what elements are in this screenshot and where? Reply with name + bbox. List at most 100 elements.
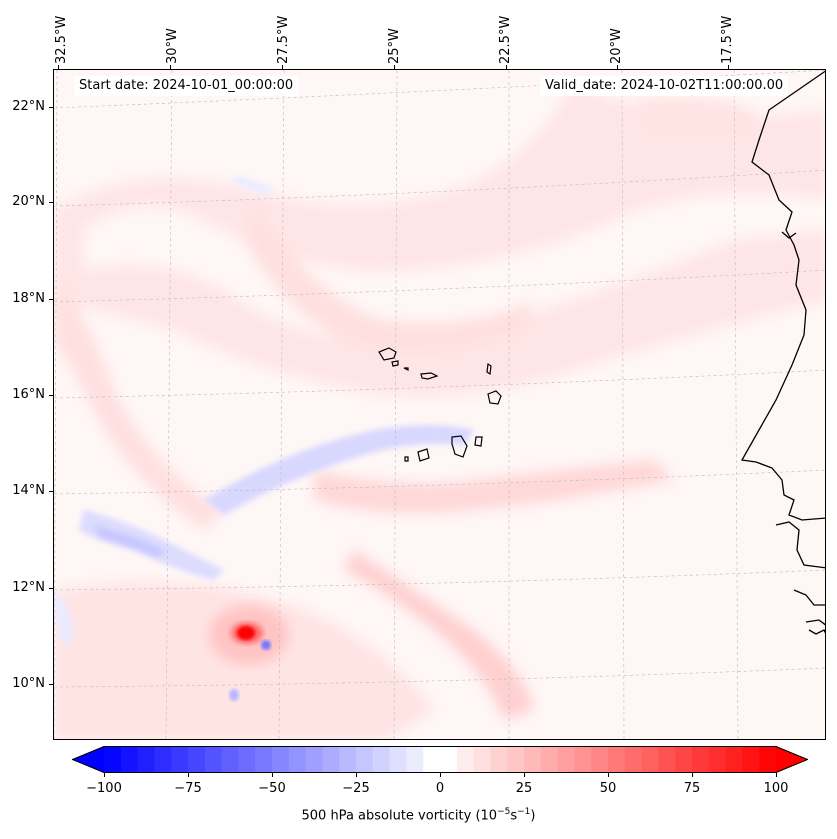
start-date-label: Start date: 2024-10-01_00:00:00 bbox=[74, 76, 299, 96]
colorbar-tick-label: 0 bbox=[435, 781, 445, 796]
colorbar bbox=[71, 746, 809, 773]
valid-date-label: Valid_date: 2024-10-02T11:00:00.00 bbox=[540, 76, 789, 96]
colorbar-tick-mark bbox=[356, 773, 357, 777]
lat-label-22n: 22°N bbox=[12, 99, 45, 114]
colorbar-level bbox=[221, 746, 239, 773]
lon-label-32-5w: 32.5°W bbox=[54, 15, 69, 64]
vorticity-map bbox=[53, 69, 826, 740]
colorbar-tick-mark bbox=[524, 773, 525, 777]
colorbar-level bbox=[641, 746, 659, 773]
lat-tick-mark bbox=[49, 107, 53, 108]
colorbar-tick-label: 75 bbox=[683, 781, 701, 796]
colorbar-level bbox=[288, 746, 307, 773]
graticule bbox=[54, 70, 825, 739]
lon-tick-mark bbox=[170, 65, 171, 69]
lat-tick-mark bbox=[49, 299, 53, 300]
colorbar-label-mid: s bbox=[510, 808, 518, 824]
lat-label-10n: 10°N bbox=[12, 676, 45, 691]
colorbar-level bbox=[238, 746, 256, 773]
colorbar-tick-label: −75 bbox=[174, 781, 202, 796]
colorbar-level bbox=[591, 746, 609, 773]
colorbar-level bbox=[608, 746, 626, 773]
colorbar-level bbox=[188, 746, 206, 773]
colorbar-level bbox=[137, 746, 155, 773]
lon-tick-mark bbox=[617, 65, 618, 69]
colorbar-label-prefix: 500 hPa absolute vorticity (10 bbox=[301, 808, 498, 824]
colorbar-level bbox=[322, 746, 340, 773]
colorbar-outline bbox=[71, 746, 809, 773]
lat-label-20n: 20°N bbox=[12, 194, 45, 209]
lon-tick-mark bbox=[58, 65, 59, 69]
colorbar-level bbox=[524, 746, 542, 773]
colorbar-tick-label: 25 bbox=[515, 781, 533, 796]
lon-label-22-5w: 22.5°W bbox=[498, 15, 513, 64]
positive-vorticity-bands bbox=[54, 80, 825, 739]
colorbar-level bbox=[356, 746, 374, 773]
colorbar-level bbox=[473, 746, 491, 773]
lon-tick-mark bbox=[394, 65, 395, 69]
colorbar-level bbox=[725, 746, 743, 773]
colorbar-tick-mark bbox=[440, 773, 441, 777]
colorbar-level bbox=[406, 746, 424, 773]
colorbar-level bbox=[305, 746, 323, 773]
colorbar-level bbox=[507, 746, 525, 773]
colorbar-level bbox=[154, 746, 172, 773]
colorbar-level bbox=[742, 746, 760, 773]
lat-tick-mark bbox=[49, 202, 53, 203]
lon-tick-mark bbox=[728, 65, 729, 69]
colorbar-level bbox=[759, 746, 777, 773]
colorbar-level bbox=[440, 746, 458, 773]
colorbar-level bbox=[204, 746, 223, 773]
colorbar-max-arrow bbox=[776, 746, 808, 773]
lat-label-14n: 14°N bbox=[12, 483, 45, 498]
colorbar-level bbox=[423, 746, 441, 773]
colorbar-level bbox=[339, 746, 357, 773]
colorbar-level bbox=[574, 746, 592, 773]
lat-label-18n: 18°N bbox=[12, 291, 45, 306]
colorbar-level bbox=[372, 746, 391, 773]
africa-coastline bbox=[740, 70, 825, 635]
colorbar-level bbox=[272, 746, 290, 773]
colorbar-tick-label: −25 bbox=[342, 781, 370, 796]
lon-label-20w: 20°W bbox=[609, 28, 624, 64]
lon-label-30w: 30°W bbox=[165, 28, 180, 64]
colorbar-level bbox=[120, 746, 139, 773]
colorbar-tick-label: 50 bbox=[599, 781, 617, 796]
colorbar-level bbox=[658, 746, 676, 773]
lon-tick-mark bbox=[282, 65, 283, 69]
colorbar-tick-mark bbox=[608, 773, 609, 777]
colorbar-level bbox=[490, 746, 508, 773]
colorbar-label-suffix: ) bbox=[530, 808, 536, 824]
colorbar-tick-label: 100 bbox=[763, 781, 789, 796]
colorbar-tick-label: −100 bbox=[86, 781, 122, 796]
colorbar-min-arrow bbox=[72, 746, 104, 773]
lat-tick-mark bbox=[49, 684, 53, 685]
colorbar-tick-mark bbox=[272, 773, 273, 777]
negative-vorticity-streaks bbox=[54, 175, 474, 645]
colorbar-level bbox=[675, 746, 693, 773]
lon-label-17-5w: 17.5°W bbox=[720, 15, 735, 64]
colorbar-label-exp2: −1 bbox=[517, 807, 531, 817]
colorbar-tick-mark bbox=[692, 773, 693, 777]
colorbar-level bbox=[557, 746, 575, 773]
lat-label-12n: 12°N bbox=[12, 580, 45, 595]
vorticity-maximum bbox=[209, 605, 289, 701]
map-canvas bbox=[54, 70, 825, 739]
colorbar-tick-mark bbox=[104, 773, 105, 777]
cape-verde-islands bbox=[378, 347, 502, 462]
colorbar-tick-label: −50 bbox=[258, 781, 286, 796]
lon-tick-mark bbox=[506, 65, 507, 69]
lon-label-25w: 25°W bbox=[387, 28, 402, 64]
colorbar-gradient bbox=[71, 746, 809, 773]
colorbar-label: 500 hPa absolute vorticity (10−5s−1) bbox=[0, 807, 837, 823]
colorbar-level bbox=[624, 746, 643, 773]
colorbar-level bbox=[389, 746, 407, 773]
colorbar-tick-mark bbox=[776, 773, 777, 777]
lat-tick-mark bbox=[49, 491, 53, 492]
colorbar-level bbox=[708, 746, 727, 773]
colorbar-level bbox=[540, 746, 559, 773]
colorbar-level bbox=[255, 746, 273, 773]
lat-tick-mark bbox=[49, 395, 53, 396]
colorbar-level bbox=[456, 746, 475, 773]
lat-tick-mark bbox=[49, 588, 53, 589]
